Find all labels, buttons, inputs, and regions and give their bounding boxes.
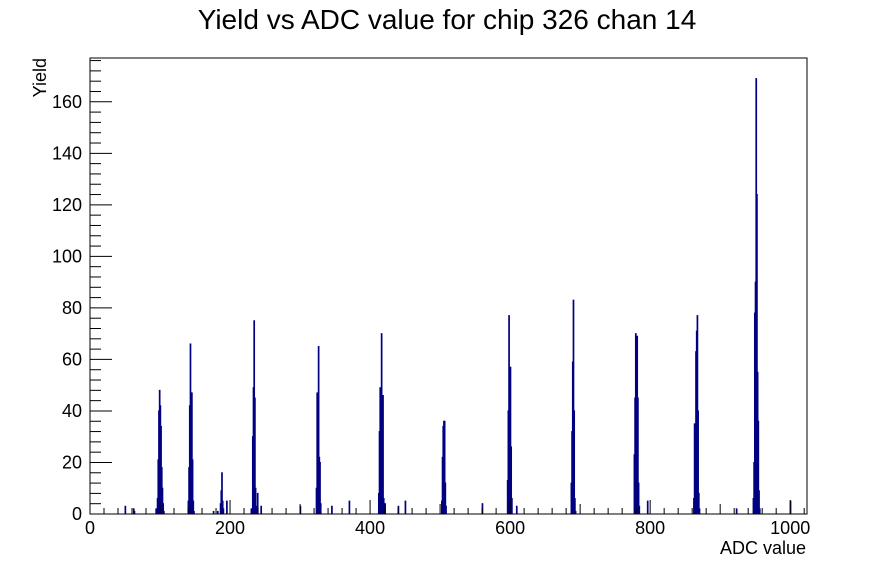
histogram-bars — [124, 78, 792, 515]
x-axis: 0 200 400 600 800 1000 — [85, 500, 810, 538]
histogram-bin — [155, 508, 158, 515]
histogram-bin — [382, 394, 384, 515]
x-axis-label: ADC value — [720, 538, 806, 558]
histogram-bin — [445, 505, 447, 515]
x-tick-label: 400 — [355, 518, 385, 538]
histogram-bin — [646, 500, 649, 515]
histogram-bin — [124, 505, 127, 515]
histogram-bin — [255, 505, 258, 515]
histogram-bin — [222, 508, 225, 515]
histogram-bin — [260, 505, 263, 515]
x-tick-label: 800 — [635, 518, 665, 538]
histogram-bin — [250, 508, 253, 515]
histogram-bin — [226, 500, 228, 515]
histogram-bin — [515, 505, 518, 515]
histogram-bin — [698, 508, 701, 515]
chart-title: Yield vs ADC value for chip 326 chan 14 — [198, 4, 697, 35]
histogram-bin — [384, 503, 386, 515]
y-axis-label: Yield — [30, 58, 50, 97]
y-tick-label: 160 — [52, 92, 82, 112]
histogram-bin — [758, 508, 761, 515]
histogram-bin — [638, 505, 641, 515]
histogram-bin — [511, 498, 513, 515]
histogram-bin — [331, 505, 333, 515]
y-tick-label: 60 — [62, 349, 82, 369]
x-tick-label: 600 — [495, 518, 525, 538]
y-tick-label: 120 — [52, 195, 82, 215]
histogram-bin — [348, 500, 351, 515]
histogram-bin — [735, 508, 738, 515]
x-tick-label: 200 — [215, 518, 245, 538]
y-tick-label: 0 — [72, 504, 82, 524]
y-axis: 0 20 40 60 80 100 120 140 160 — [52, 60, 112, 524]
x-tick-label: 1000 — [770, 518, 810, 538]
y-tick-label: 20 — [62, 452, 82, 472]
y-tick-label: 140 — [52, 143, 82, 163]
x-tick-label: 0 — [85, 518, 95, 538]
histogram-bin — [319, 503, 322, 515]
y-tick-label: 80 — [62, 298, 82, 318]
y-tick-label: 40 — [62, 401, 82, 421]
histogram-bin — [404, 500, 407, 515]
y-tick-label: 100 — [52, 246, 82, 266]
plot-frame — [89, 57, 808, 515]
